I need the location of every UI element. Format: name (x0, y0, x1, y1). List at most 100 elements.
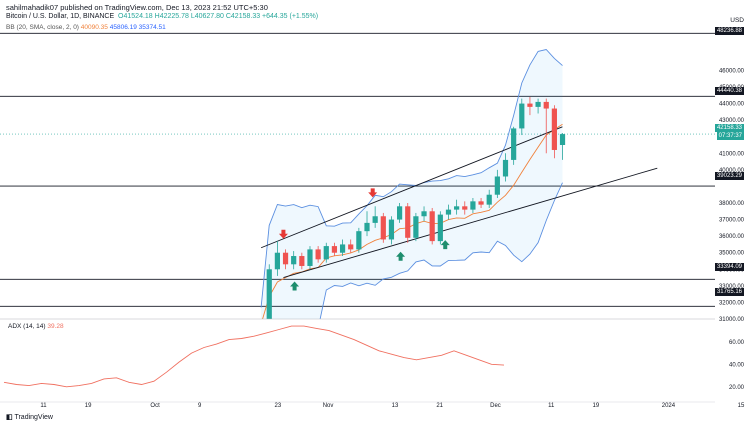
time-tick-label: Oct (150, 403, 160, 409)
bb-middle-line (262, 123, 563, 319)
adx-label: ADX (14, 14) (8, 323, 46, 330)
bb-label: BB (20, SMA, close, 2, 0) (6, 24, 79, 31)
candle-body (454, 206, 460, 210)
price-tick-label: 41000.00 (719, 151, 745, 157)
footer-brand[interactable]: ◧ TradingView (6, 413, 53, 421)
bb-legend[interactable]: BB (20, SMA, close, 2, 0) 40090.35 45806… (6, 24, 166, 31)
bb-lower-value: 35374.51 (138, 24, 166, 31)
candle-body (331, 246, 338, 253)
candle-body (299, 256, 305, 266)
candle-body (372, 216, 378, 223)
candle-body (494, 176, 500, 195)
candle-body (502, 159, 509, 177)
ohlc-values: O41524.18 H42225.78 L40627.80 C42158.33 … (118, 13, 319, 20)
time-tick-label: 13 (392, 403, 399, 409)
candle-body (396, 206, 403, 220)
time-tick-label: 21 (436, 403, 443, 409)
time-tick-label: Dec (490, 403, 501, 409)
candle-body (291, 256, 297, 265)
time-tick-label: 19 (85, 403, 92, 409)
price-tag-resistance: 44440.38 (714, 87, 744, 95)
candles (266, 96, 566, 319)
adx-tick-label: 20.00 (729, 385, 745, 391)
candle-body (527, 103, 533, 107)
down-arrow-icon (278, 229, 288, 239)
price-tick-label: 33000.00 (719, 284, 745, 290)
time-tick-label: 19 (593, 403, 600, 409)
candle-body (274, 252, 280, 270)
adx-value: 39.28 (47, 323, 64, 330)
time-tick-label: 23 (274, 403, 281, 409)
price-tick-label: 38000.00 (719, 201, 745, 207)
candle-body (519, 103, 525, 129)
channel-lower-line (283, 167, 658, 279)
countdown-timer: 07:37:37 (716, 132, 744, 140)
candle-body (559, 134, 566, 145)
arrow-markers (278, 188, 450, 291)
price-tick-label: 46000.00 (719, 68, 745, 74)
price-tick-label: 36000.00 (719, 234, 745, 240)
time-tick-label: 11 (548, 403, 555, 409)
candle-body (339, 244, 346, 253)
candle-body (405, 206, 411, 238)
candle-body (437, 214, 443, 242)
candle-body (380, 216, 386, 240)
adx-legend[interactable]: ADX (14, 14) 39.28 (8, 323, 64, 330)
adx-line (3, 325, 505, 388)
bb-lower-line (319, 182, 563, 319)
candle-body (421, 211, 427, 217)
candle-body (445, 209, 452, 215)
candle-body (535, 101, 541, 107)
adx-pane: 60.00 40.00 20.00 (0, 325, 745, 403)
price-tag-current: 42158.33 (714, 124, 744, 132)
candle-body (364, 222, 370, 232)
price-tick-label: 43000.00 (719, 118, 745, 124)
candle-body (307, 249, 313, 266)
candle-body (282, 252, 289, 265)
price-tick-label: 44000.00 (719, 102, 745, 108)
brand-label: TradingView (14, 414, 53, 421)
candle-body (462, 206, 468, 210)
adx-tick-label: 40.00 (729, 362, 745, 368)
candle-body (323, 246, 329, 260)
time-axis: 1119Oct923Nov1321Dec111920241523 (40, 403, 745, 409)
candle-body (470, 201, 476, 210)
time-tick-label: 2024 (662, 403, 676, 409)
price-tag-support2: 31765.16 (714, 288, 744, 296)
price-axis: 46000.0045000.0044000.0043000.0041000.00… (719, 68, 745, 323)
currency-label: USD (730, 17, 744, 24)
candle-body (429, 211, 435, 242)
bb-upper-line (260, 49, 563, 308)
candle-body (266, 269, 272, 319)
adx-tick-label: 60.00 (729, 340, 745, 346)
price-tag-top: 48236.88 (714, 27, 744, 35)
symbol-title[interactable]: Bitcoin / U.S. Dollar, 1D, BINANCE (6, 13, 115, 20)
time-tick-label: 15 (738, 403, 745, 409)
candle-body (543, 101, 549, 109)
candle-body (315, 249, 321, 260)
tradingview-logo-icon: ◧ (6, 414, 13, 421)
price-tick-label: 32000.00 (719, 300, 745, 306)
time-tick-label: 9 (198, 403, 202, 409)
time-tick-label: 11 (40, 403, 47, 409)
down-arrow-icon (368, 188, 378, 198)
price-tick-label: 35000.00 (719, 251, 745, 257)
bb-mid-value: 40090.35 (80, 24, 108, 31)
candle-body (413, 216, 419, 238)
time-tick-label: Nov (323, 403, 334, 409)
candle-body (511, 128, 517, 160)
symbol-line: Bitcoin / U.S. Dollar, 1D, BINANCE O4152… (6, 13, 318, 20)
candle-body (486, 194, 492, 205)
up-arrow-icon (440, 240, 450, 250)
up-arrow-icon (290, 281, 300, 291)
candle-body (478, 201, 484, 205)
candle-body (348, 244, 354, 250)
bb-upper-value: 45806.19 (109, 24, 137, 31)
up-arrow-icon (396, 251, 406, 261)
price-tag-mid: 39023.29 (714, 172, 744, 180)
candle-body (388, 219, 395, 240)
publish-info: sahilmahadik07 published on TradingView.… (6, 3, 268, 12)
price-tick-label: 37000.00 (719, 218, 745, 224)
price-tick-label: 40000.00 (719, 168, 745, 174)
